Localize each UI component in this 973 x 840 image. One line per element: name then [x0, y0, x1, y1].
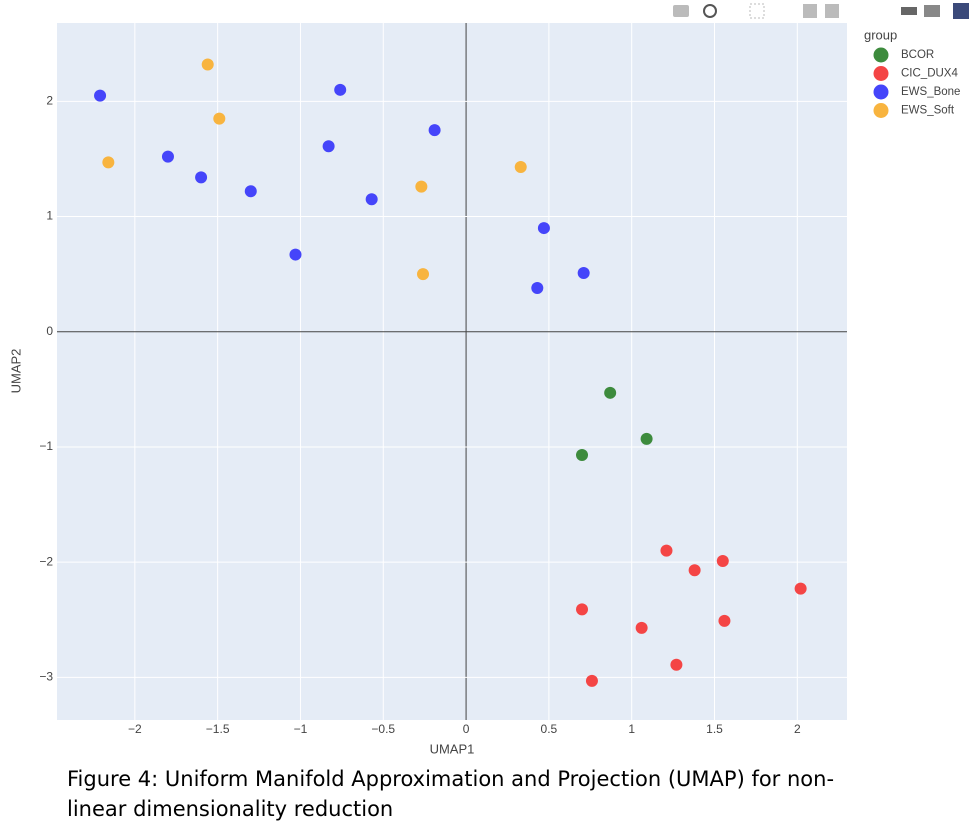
y-tick-label: 1	[46, 209, 53, 223]
point	[334, 83, 347, 96]
legend-marker	[873, 66, 889, 81]
point	[716, 555, 729, 568]
y-tick-label: 2	[46, 94, 53, 108]
point	[660, 544, 673, 557]
legend-label: EWS_Bone	[901, 86, 960, 98]
point	[718, 614, 731, 627]
x-tick-label: 0	[463, 722, 470, 736]
y-tick-label: −1	[39, 439, 53, 453]
x-tick-label: 0.5	[541, 722, 558, 736]
point	[365, 193, 378, 206]
y-axis-title: UMAP2	[8, 349, 23, 394]
point	[576, 449, 589, 462]
point	[415, 180, 428, 193]
x-tick-label: −0.5	[371, 722, 395, 736]
y-tick-label: −3	[39, 670, 53, 684]
y-tick-label: −2	[39, 554, 53, 568]
y-tick-label: 0	[46, 324, 53, 338]
plot-background	[57, 23, 847, 720]
point	[102, 156, 115, 169]
point	[161, 150, 174, 163]
legend-marker	[873, 47, 889, 63]
point	[322, 140, 335, 153]
point	[514, 161, 527, 174]
toolbar[interactable]	[673, 3, 969, 19]
grid	[57, 23, 847, 720]
point	[244, 185, 257, 198]
point	[688, 564, 701, 577]
chart: UMAP1 UMAP2 group −2 −1.5 −1 −0.5 0 0.5 1 1.5 2 −…	[8, 3, 969, 756]
legend-title: group	[864, 27, 897, 42]
plotly-logo[interactable]	[953, 3, 969, 19]
point	[213, 112, 226, 125]
point	[417, 268, 430, 281]
point	[670, 658, 683, 671]
spike-icon[interactable]	[901, 7, 917, 15]
point	[577, 266, 590, 279]
x-tick-label: 2	[794, 722, 801, 736]
point	[604, 386, 617, 399]
legend-marker	[873, 84, 889, 100]
x-tick-label: −1	[294, 722, 308, 736]
point	[640, 432, 653, 445]
point	[635, 621, 648, 634]
legend-marker	[873, 103, 889, 118]
x-tick-label: −1.5	[206, 722, 230, 736]
zoom-icon[interactable]	[703, 4, 717, 18]
point	[94, 89, 107, 102]
zoom-in-icon[interactable]	[803, 4, 817, 18]
hover-icon[interactable]	[924, 5, 940, 17]
point	[531, 281, 544, 294]
point	[537, 222, 550, 235]
select-icon[interactable]	[749, 3, 765, 19]
x-axis-title: UMAP1	[430, 741, 475, 756]
legend-label: CIC_DUX4	[901, 68, 958, 80]
x-tick-label: −2	[128, 722, 142, 736]
point	[585, 674, 598, 687]
camera-icon[interactable]	[673, 5, 689, 17]
point	[201, 58, 214, 71]
point	[289, 248, 302, 261]
figure-caption: Figure 4: Uniform Manifold Approximation…	[67, 767, 835, 821]
legend-label: BCOR	[901, 49, 934, 61]
legend-label: EWS_Soft	[901, 105, 955, 117]
zoom-out-icon[interactable]	[825, 4, 839, 18]
point	[195, 171, 208, 184]
point	[794, 582, 807, 595]
point	[428, 124, 441, 137]
x-tick-label: 1.5	[706, 722, 723, 736]
x-tick-label: 1	[628, 722, 635, 736]
point	[576, 603, 589, 616]
